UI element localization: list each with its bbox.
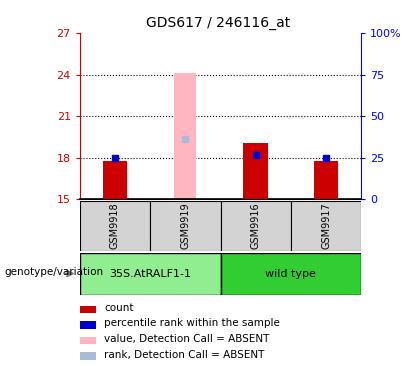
Bar	[243, 143, 268, 199]
Point	[182, 136, 189, 142]
Text: rank, Detection Call = ABSENT: rank, Detection Call = ABSENT	[104, 350, 265, 359]
Text: wild type: wild type	[265, 269, 316, 279]
Bar	[220, 201, 291, 251]
Text: value, Detection Call = ABSENT: value, Detection Call = ABSENT	[104, 334, 270, 344]
Bar	[80, 201, 150, 251]
Text: GSM9917: GSM9917	[321, 203, 331, 249]
Bar	[174, 73, 197, 199]
Point	[323, 155, 329, 161]
Bar	[102, 161, 127, 199]
Text: GSM9918: GSM9918	[110, 203, 120, 249]
Point	[112, 155, 118, 161]
Bar	[314, 161, 339, 199]
Bar	[80, 321, 96, 329]
Bar	[291, 201, 361, 251]
Text: GSM9916: GSM9916	[251, 203, 261, 249]
Bar	[80, 253, 220, 295]
Bar	[80, 337, 96, 344]
Bar	[150, 201, 220, 251]
Bar	[220, 253, 361, 295]
Text: percentile rank within the sample: percentile rank within the sample	[104, 318, 280, 328]
Point	[252, 152, 259, 158]
Text: genotype/variation: genotype/variation	[4, 267, 103, 277]
Text: 35S.AtRALF1-1: 35S.AtRALF1-1	[109, 269, 191, 279]
Text: count: count	[104, 303, 134, 313]
Text: GSM9919: GSM9919	[180, 203, 190, 249]
Bar	[80, 352, 96, 360]
Text: GDS617 / 246116_at: GDS617 / 246116_at	[146, 16, 291, 30]
Bar	[80, 306, 96, 313]
